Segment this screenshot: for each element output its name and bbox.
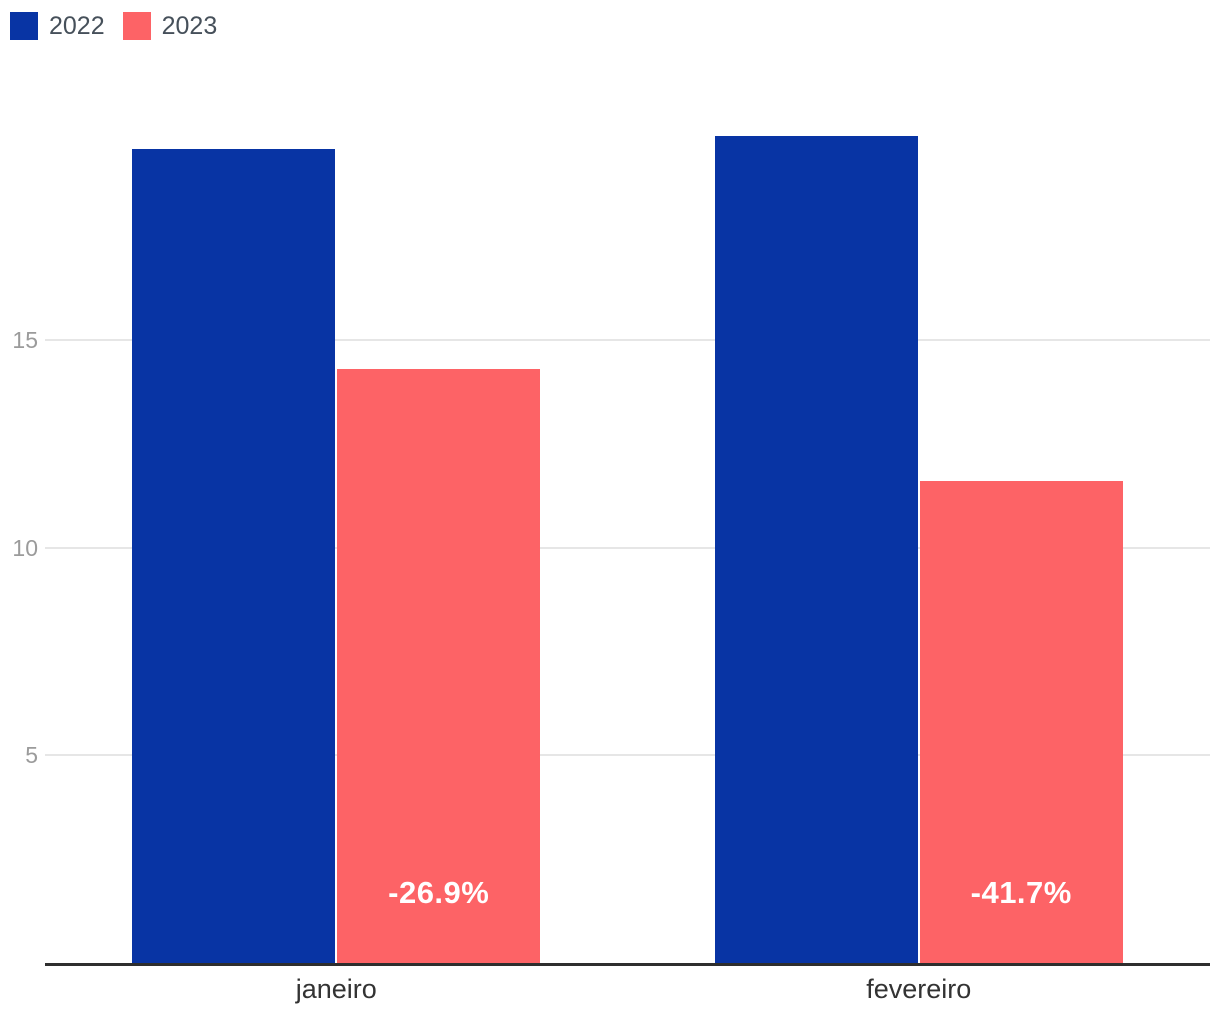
bar-2023-janeiro: -26.9% <box>337 368 541 963</box>
y-axis-tick-label: 5 <box>25 742 38 769</box>
x-axis-category-label: fevereiro <box>866 974 972 1004</box>
y-axis-tick-label: 10 <box>12 534 38 561</box>
x-axis-line <box>45 963 1210 966</box>
legend-swatch-icon <box>10 12 38 40</box>
legend-item-2023[interactable]: 2023 <box>122 12 218 40</box>
bar-value-label: -41.7% <box>970 874 1072 910</box>
legend-label: 2023 <box>161 12 218 40</box>
legend-swatch-icon <box>122 12 151 40</box>
y-gridline <box>45 754 1210 757</box>
bar-2022-fevereiro <box>714 136 918 963</box>
bar-2023-fevereiro: -41.7% <box>919 481 1123 963</box>
legend-item-2022[interactable]: 2022 <box>10 12 105 40</box>
legend: 2022 2023 <box>10 12 217 40</box>
bar-value-label: -26.9% <box>388 874 490 910</box>
legend-label: 2022 <box>49 12 105 40</box>
y-gridline <box>45 546 1210 549</box>
y-axis-tick-label: 15 <box>12 326 38 353</box>
bar-2022-janeiro <box>132 148 336 963</box>
x-axis-category-label: janeiro <box>295 974 377 1004</box>
y-gridline <box>45 338 1210 341</box>
